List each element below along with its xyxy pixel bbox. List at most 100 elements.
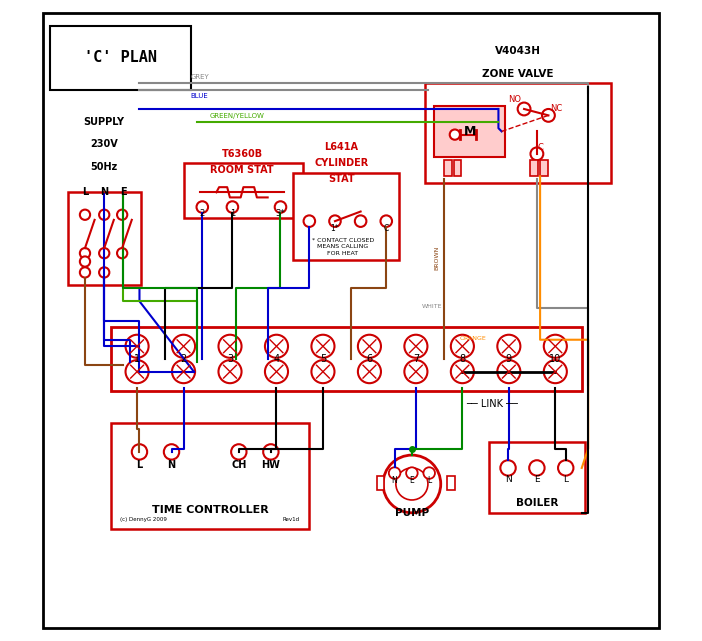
Text: 1*: 1* — [331, 224, 339, 233]
Circle shape — [132, 444, 147, 460]
Circle shape — [172, 360, 195, 383]
Bar — [540, 160, 548, 176]
Text: 230V: 230V — [91, 139, 118, 149]
FancyBboxPatch shape — [293, 173, 399, 260]
Text: E: E — [409, 476, 414, 485]
Circle shape — [451, 360, 474, 383]
Circle shape — [265, 335, 288, 358]
Text: E: E — [534, 475, 540, 484]
Text: 7: 7 — [413, 354, 419, 364]
Circle shape — [517, 103, 531, 115]
Circle shape — [542, 109, 555, 122]
Text: 6: 6 — [366, 354, 373, 364]
FancyBboxPatch shape — [185, 163, 303, 218]
Circle shape — [423, 467, 435, 479]
Circle shape — [383, 455, 441, 513]
Text: N: N — [505, 475, 512, 484]
Text: N: N — [168, 460, 176, 470]
Circle shape — [544, 335, 567, 358]
Circle shape — [80, 256, 90, 267]
Circle shape — [265, 360, 288, 383]
Text: L: L — [82, 187, 88, 197]
Text: BOILER: BOILER — [516, 498, 558, 508]
Circle shape — [263, 444, 279, 460]
Circle shape — [99, 267, 110, 278]
Bar — [444, 160, 451, 176]
Circle shape — [117, 248, 127, 258]
Text: C: C — [537, 143, 543, 152]
Circle shape — [501, 460, 516, 476]
Circle shape — [303, 215, 315, 227]
Bar — [453, 160, 461, 176]
Circle shape — [396, 468, 428, 500]
Circle shape — [80, 248, 90, 258]
Circle shape — [164, 444, 179, 460]
Text: ORANGE: ORANGE — [460, 336, 486, 341]
FancyBboxPatch shape — [489, 442, 585, 513]
FancyBboxPatch shape — [111, 423, 310, 529]
Text: 2: 2 — [199, 209, 205, 218]
Circle shape — [126, 335, 149, 358]
Circle shape — [531, 147, 543, 160]
Text: L: L — [136, 460, 143, 470]
Text: L: L — [427, 476, 431, 485]
Text: M: M — [463, 125, 476, 138]
Text: 3*: 3* — [276, 209, 285, 218]
Text: 9: 9 — [505, 354, 512, 364]
Text: BROWN: BROWN — [435, 246, 439, 271]
Circle shape — [218, 360, 241, 383]
Circle shape — [389, 467, 400, 479]
Text: NO: NO — [508, 95, 521, 104]
Text: ZONE VALVE: ZONE VALVE — [482, 69, 553, 79]
Text: TIME CONTROLLER: TIME CONTROLLER — [152, 504, 268, 515]
Circle shape — [380, 215, 392, 227]
Circle shape — [99, 248, 110, 258]
Text: GREEN/YELLOW: GREEN/YELLOW — [210, 113, 265, 119]
Text: FOR HEAT: FOR HEAT — [327, 251, 358, 256]
Text: C: C — [383, 224, 389, 233]
FancyBboxPatch shape — [67, 192, 141, 285]
Circle shape — [558, 460, 574, 476]
Text: N: N — [392, 476, 397, 485]
Text: ROOM STAT: ROOM STAT — [210, 165, 274, 175]
Text: CH: CH — [231, 460, 246, 470]
Text: 'C' PLAN: 'C' PLAN — [84, 50, 157, 65]
FancyBboxPatch shape — [50, 26, 191, 90]
Circle shape — [358, 360, 381, 383]
Circle shape — [80, 267, 90, 278]
Text: 50Hz: 50Hz — [91, 162, 118, 172]
Circle shape — [126, 360, 149, 383]
Text: WHITE: WHITE — [421, 304, 442, 309]
Circle shape — [450, 129, 460, 140]
Circle shape — [404, 335, 428, 358]
Circle shape — [355, 215, 366, 227]
Text: 4: 4 — [273, 354, 279, 364]
FancyBboxPatch shape — [111, 327, 582, 391]
Circle shape — [99, 210, 110, 220]
Text: L641A: L641A — [324, 142, 359, 153]
Text: 1: 1 — [230, 209, 235, 218]
Text: L: L — [563, 475, 568, 484]
Circle shape — [497, 335, 520, 358]
Circle shape — [312, 335, 334, 358]
Circle shape — [117, 210, 127, 220]
Bar — [531, 160, 538, 176]
FancyBboxPatch shape — [435, 106, 505, 157]
Circle shape — [358, 335, 381, 358]
Circle shape — [197, 201, 208, 213]
Circle shape — [218, 335, 241, 358]
Text: BLUE: BLUE — [191, 94, 208, 99]
Text: HW: HW — [261, 460, 280, 470]
Text: GREY: GREY — [191, 74, 209, 80]
Text: (c) DennyG 2009: (c) DennyG 2009 — [120, 517, 167, 522]
Text: 10: 10 — [549, 354, 562, 364]
Circle shape — [404, 360, 428, 383]
Text: * CONTACT CLOSED: * CONTACT CLOSED — [312, 238, 373, 243]
Text: 2: 2 — [180, 354, 187, 364]
Text: V4043H: V4043H — [495, 46, 541, 56]
Text: 5: 5 — [320, 354, 326, 364]
Circle shape — [312, 360, 334, 383]
Text: CYLINDER: CYLINDER — [314, 158, 369, 169]
Circle shape — [227, 201, 238, 213]
Text: 8: 8 — [459, 354, 465, 364]
